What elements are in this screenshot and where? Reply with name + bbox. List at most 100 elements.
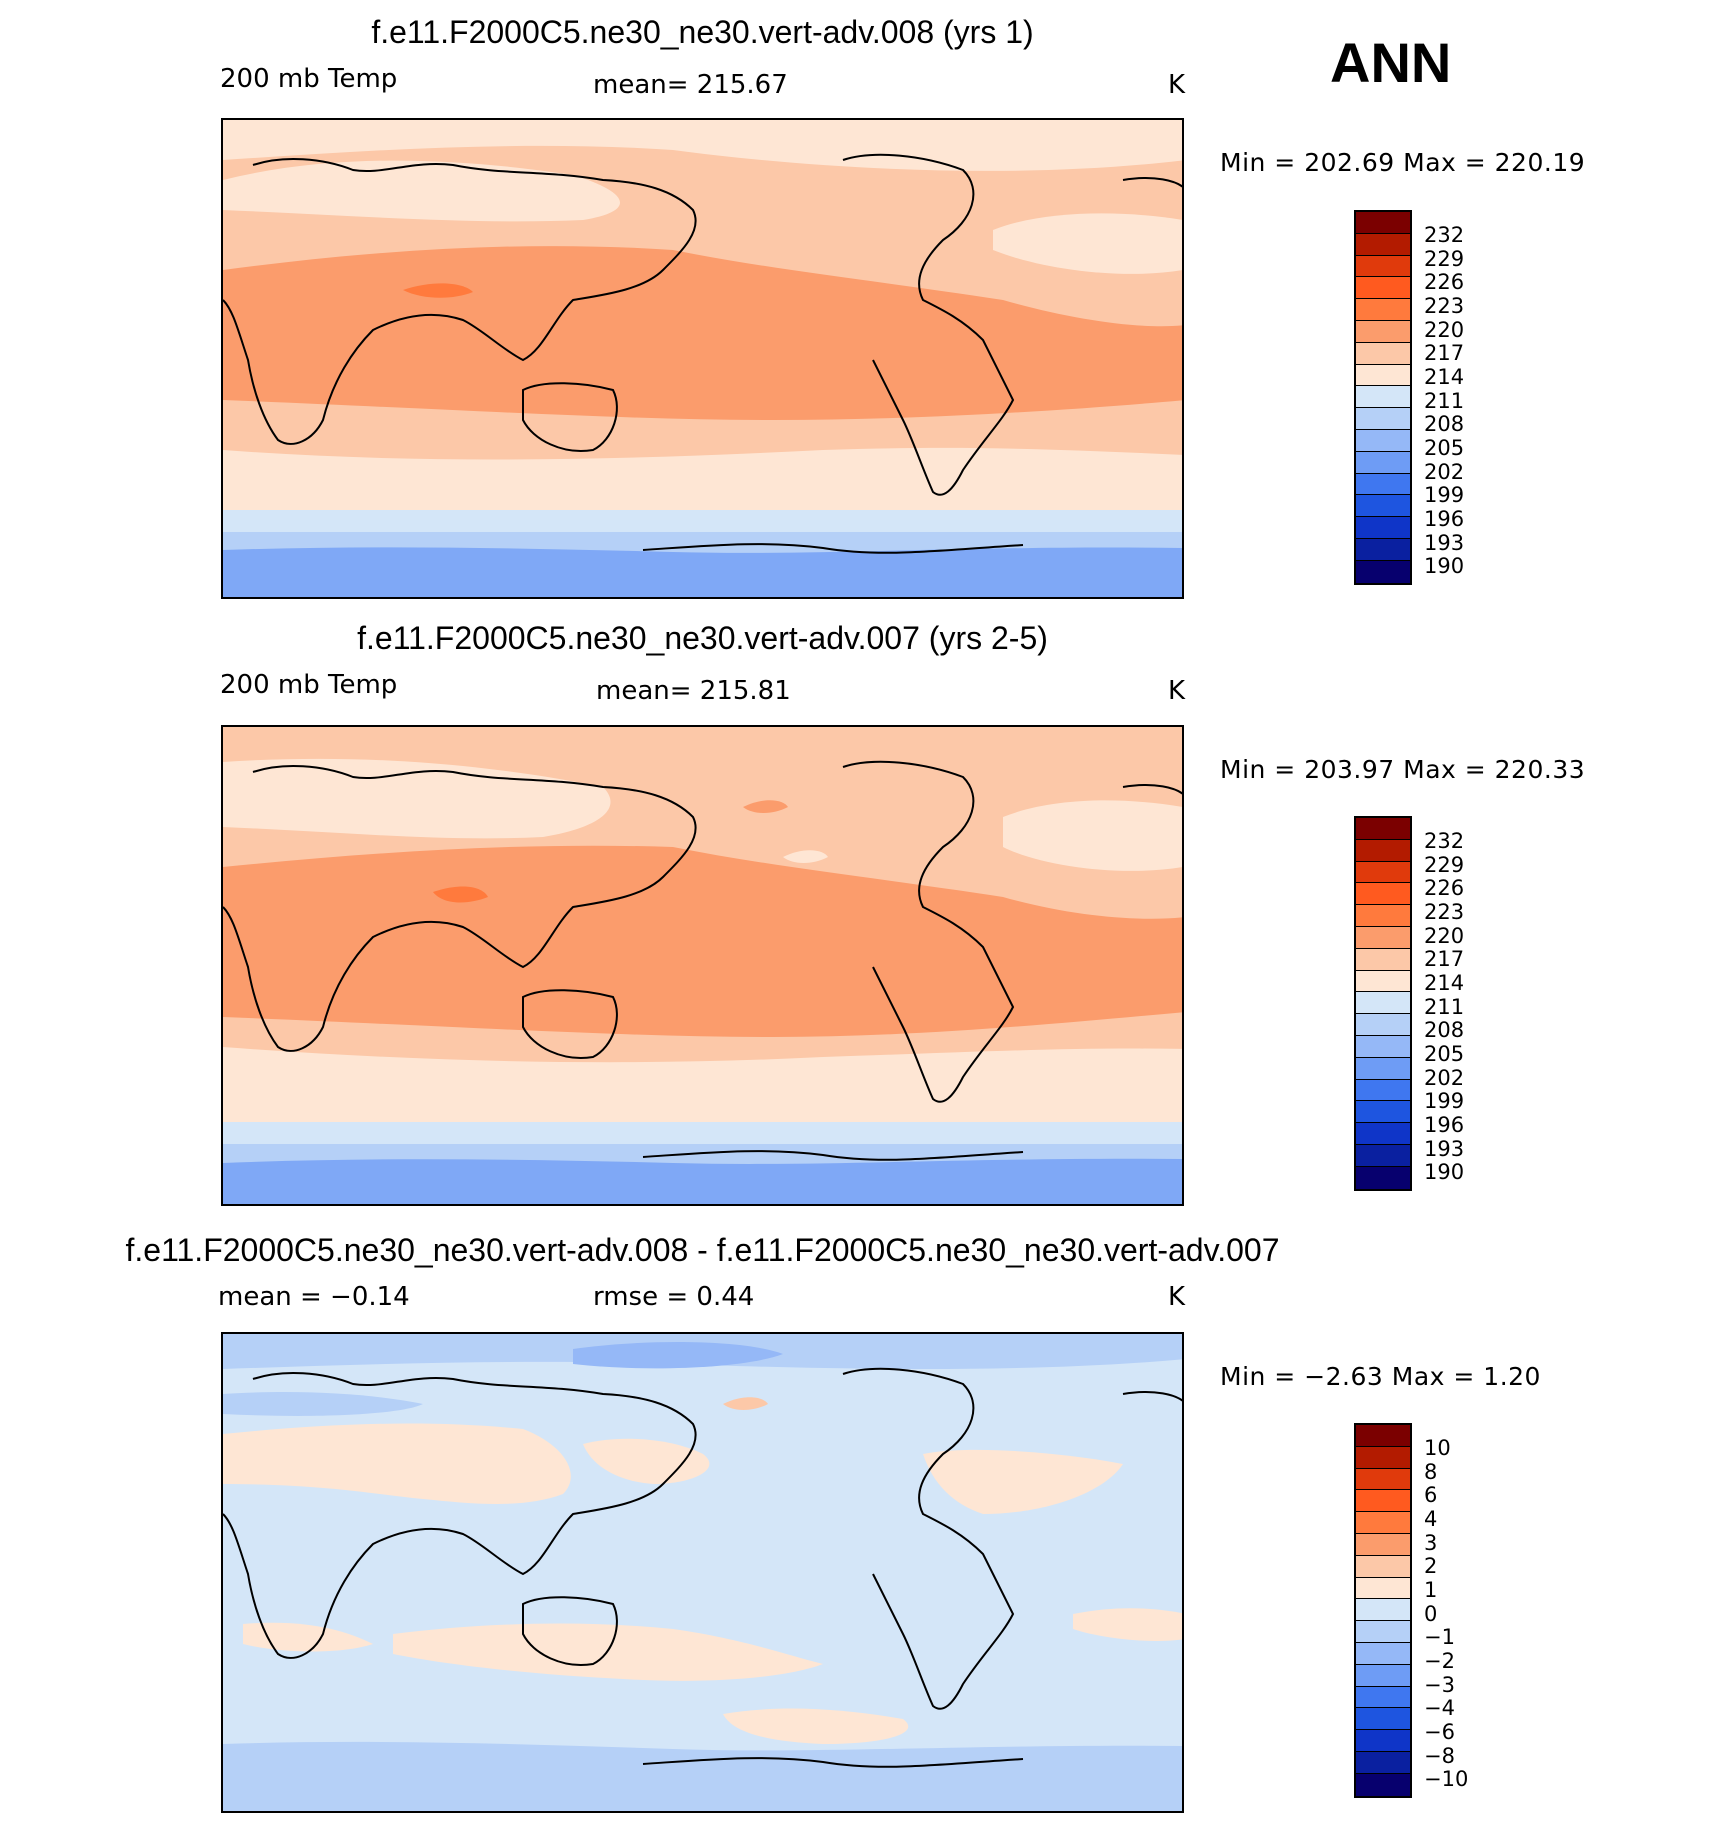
colorbar-tick: 190 (1424, 554, 1465, 578)
colorbar-swatch (1356, 1555, 1410, 1578)
colorbar-tick: 196 (1424, 1113, 1465, 1137)
colorbar-swatch (1356, 1773, 1410, 1796)
panel-1-variable-label: 200 mb Temp (220, 64, 398, 94)
colorbar-swatch (1356, 364, 1410, 387)
panel-2-title: f.e11.F2000C5.ne30_ne30.vert-adv.007 (yr… (357, 620, 1048, 656)
colorbar-tick: 208 (1424, 412, 1465, 436)
panel-3-map (221, 1332, 1184, 1813)
colorbar-tick: 202 (1424, 1066, 1465, 1090)
colorbar-tick: −6 (1424, 1720, 1455, 1744)
colorbar-tick: 205 (1424, 1042, 1465, 1066)
colorbar-swatch (1356, 1599, 1410, 1622)
panel-1-min-max: Min = 202.69 Max = 220.19 (1220, 148, 1586, 177)
colorbar-swatch (1356, 1425, 1410, 1447)
colorbar-swatch (1356, 1751, 1410, 1774)
panel-1-title: f.e11.F2000C5.ne30_ne30.vert-adv.008 (yr… (371, 14, 1034, 50)
colorbar-swatch (1356, 517, 1410, 539)
colorbar-swatch (1356, 1664, 1410, 1687)
colorbar-swatch (1356, 299, 1410, 321)
colorbar-tick: 193 (1424, 1137, 1465, 1161)
colorbar-swatch (1356, 1166, 1410, 1189)
panel-2-units: K (1168, 676, 1186, 706)
colorbar-tick: 193 (1424, 531, 1465, 555)
colorbar-swatch (1356, 926, 1410, 949)
colorbar-tick: 214 (1424, 365, 1465, 389)
colorbar-tick: 217 (1424, 947, 1465, 971)
colorbar-swatch (1356, 1446, 1410, 1469)
panel-3-min-max: Min = −2.63 Max = 1.20 (1220, 1362, 1541, 1391)
colorbar-tick: −2 (1424, 1649, 1455, 1673)
colorbar-swatch (1356, 473, 1410, 496)
colorbar-swatch (1356, 839, 1410, 862)
panel-3-title: f.e11.F2000C5.ne30_ne30.vert-adv.008 - f… (125, 1232, 1280, 1268)
colorbar-swatch (1356, 948, 1410, 971)
colorbar-tick: −1 (1424, 1625, 1455, 1649)
colorbar-tick: 1 (1424, 1578, 1438, 1602)
colorbar-swatch (1356, 1642, 1410, 1665)
colorbar-swatch (1356, 861, 1410, 884)
colorbar-tick: 3 (1424, 1531, 1438, 1555)
colorbar-swatch (1356, 560, 1410, 583)
colorbar-tick: −8 (1424, 1744, 1455, 1768)
panel-1-map (221, 118, 1184, 599)
panel-1-colorbar (1354, 210, 1412, 585)
colorbar-swatch (1356, 992, 1410, 1015)
colorbar-swatch (1356, 1686, 1410, 1709)
colorbar-swatch (1356, 1123, 1410, 1145)
panel-3-rmse-label: rmse = 0.44 (593, 1282, 755, 1312)
colorbar-tick: 205 (1424, 436, 1465, 460)
colorbar-tick: 232 (1424, 829, 1465, 853)
colorbar-tick: 226 (1424, 876, 1465, 900)
colorbar-tick: 214 (1424, 971, 1465, 995)
panel-2-variable-label: 200 mb Temp (220, 670, 398, 700)
colorbar-swatch (1356, 386, 1410, 409)
colorbar-swatch (1356, 408, 1410, 430)
colorbar-tick: 211 (1424, 995, 1465, 1019)
colorbar-tick: 226 (1424, 270, 1465, 294)
colorbar-swatch (1356, 255, 1410, 278)
colorbar-tick: 202 (1424, 460, 1465, 484)
colorbar-swatch (1356, 905, 1410, 927)
colorbar-tick: −4 (1424, 1696, 1455, 1720)
colorbar-tick: 196 (1424, 507, 1465, 531)
colorbar-tick: 217 (1424, 341, 1465, 365)
colorbar-tick: 220 (1424, 924, 1465, 948)
colorbar-swatch (1356, 342, 1410, 365)
panel-1-map-svg (223, 120, 1182, 597)
panel-3-colorbar (1354, 1423, 1412, 1798)
colorbar-swatch (1356, 538, 1410, 561)
colorbar-swatch (1356, 277, 1410, 300)
colorbar-swatch (1356, 1468, 1410, 1491)
colorbar-tick: −10 (1424, 1767, 1469, 1791)
colorbar-swatch (1356, 1057, 1410, 1080)
colorbar-tick: 190 (1424, 1160, 1465, 1184)
colorbar-tick: −3 (1424, 1673, 1455, 1697)
colorbar-tick: 199 (1424, 1089, 1465, 1113)
colorbar-tick: 211 (1424, 389, 1465, 413)
colorbar-tick: 10 (1424, 1436, 1451, 1460)
colorbar-swatch (1356, 883, 1410, 906)
colorbar-tick: 229 (1424, 247, 1465, 271)
panel-2-min-max: Min = 203.97 Max = 220.33 (1220, 755, 1586, 784)
colorbar-tick: 6 (1424, 1483, 1438, 1507)
colorbar-swatch (1356, 495, 1410, 518)
colorbar-swatch (1356, 1621, 1410, 1643)
colorbar-swatch (1356, 212, 1410, 234)
colorbar-swatch (1356, 1577, 1410, 1600)
colorbar-swatch (1356, 1035, 1410, 1058)
colorbar-swatch (1356, 1708, 1410, 1731)
colorbar-tick: 8 (1424, 1460, 1438, 1484)
colorbar-tick: 223 (1424, 294, 1465, 318)
colorbar-tick: 0 (1424, 1602, 1438, 1626)
colorbar-swatch (1356, 1730, 1410, 1752)
colorbar-tick: 223 (1424, 900, 1465, 924)
colorbar-tick: 208 (1424, 1018, 1465, 1042)
colorbar-swatch (1356, 1014, 1410, 1036)
colorbar-swatch (1356, 818, 1410, 840)
colorbar-swatch (1356, 1512, 1410, 1534)
colorbar-swatch (1356, 1101, 1410, 1124)
panel-2-map (221, 725, 1184, 1206)
panel-3-units: K (1168, 1282, 1186, 1312)
panel-1-mean-label: mean= 215.67 (593, 70, 788, 100)
panel-2-colorbar (1354, 816, 1412, 1191)
